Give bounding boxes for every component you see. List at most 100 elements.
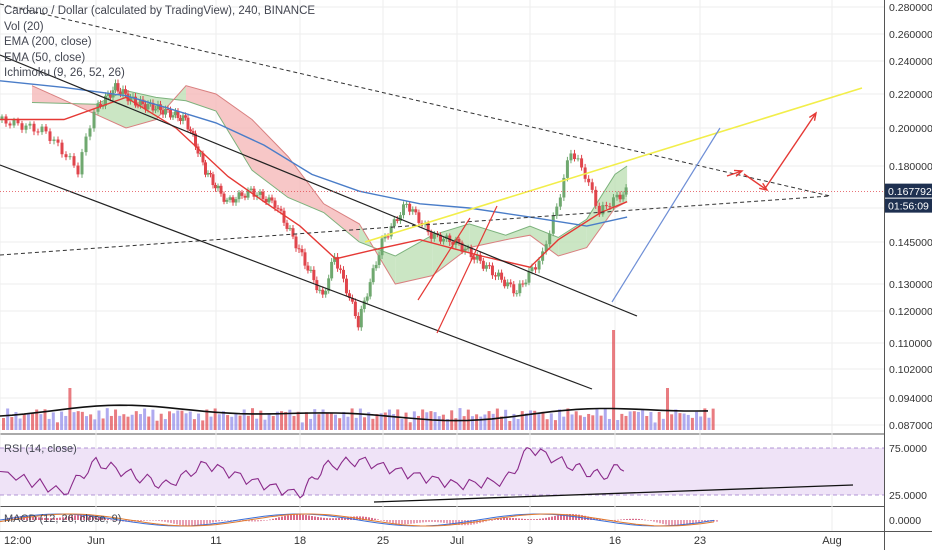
candle-body xyxy=(615,194,619,198)
candle-body xyxy=(243,195,247,198)
legend-ichimoku[interactable]: Ichimoku (9, 26, 52, 26) xyxy=(4,67,125,79)
candle-body xyxy=(569,153,573,161)
macd-histogram-bar xyxy=(362,516,364,520)
volume-bar xyxy=(122,414,126,430)
volume-bar xyxy=(275,411,279,430)
candle-body xyxy=(342,269,345,279)
macd-histogram-bar xyxy=(677,520,679,526)
macd-histogram-bar xyxy=(623,519,625,520)
macd-histogram-bar xyxy=(341,517,343,520)
candle-body xyxy=(551,215,555,234)
macd-histogram-bar xyxy=(446,520,448,524)
ema50-line xyxy=(0,96,628,268)
candle-body xyxy=(481,260,485,269)
macd-histogram-bar xyxy=(485,520,487,522)
candle-body xyxy=(509,282,513,285)
macd-histogram-bar xyxy=(116,520,118,521)
candle-body xyxy=(362,300,366,309)
macd-histogram-bar xyxy=(173,520,175,524)
volume-bar xyxy=(475,414,479,430)
candle-body xyxy=(201,153,205,163)
legend-ema200[interactable]: EMA (200, close) xyxy=(4,36,92,48)
macd-histogram-bar xyxy=(305,515,307,520)
macd-histogram-bar xyxy=(335,518,337,520)
candle-body xyxy=(544,244,548,252)
candle-body xyxy=(490,265,494,276)
candle-body xyxy=(303,252,307,266)
volume-bar xyxy=(221,411,225,430)
volume-bar xyxy=(10,417,14,430)
candle-body xyxy=(32,123,36,132)
volume-bar xyxy=(85,416,88,430)
volume-bar xyxy=(674,409,678,430)
candle-body xyxy=(169,109,172,118)
volume-bar xyxy=(392,414,396,430)
macd-histogram-bar xyxy=(665,520,667,525)
candle-body xyxy=(442,238,446,242)
red-projection-line xyxy=(417,217,471,301)
legend-ema50[interactable]: EMA (50, close) xyxy=(4,51,86,64)
macd-histogram-bar xyxy=(629,518,631,520)
volume-bar xyxy=(217,414,221,430)
macd-histogram-bar xyxy=(26,516,28,520)
projection-arrow-breakout xyxy=(763,112,817,191)
candle-body xyxy=(84,136,88,153)
ema200-line xyxy=(0,80,628,227)
candle-body xyxy=(330,261,334,279)
macd-histogram-bar xyxy=(647,520,649,521)
volume-bar xyxy=(251,408,254,430)
volume-bar xyxy=(425,412,429,430)
candle-body xyxy=(460,242,464,252)
rsi-label[interactable]: RSI (14, close) xyxy=(4,443,77,455)
candle-body xyxy=(463,248,467,252)
candle-body xyxy=(386,236,390,238)
macd-histogram-bar xyxy=(167,520,169,523)
volume-bar xyxy=(686,414,690,430)
macd-histogram-bar xyxy=(716,520,718,522)
macd-histogram-bar xyxy=(113,520,115,521)
macd-histogram-bar xyxy=(491,519,493,521)
macd-histogram-bar xyxy=(326,518,328,520)
candle-body xyxy=(273,200,277,208)
volume-bar xyxy=(197,413,201,430)
countdown-badge xyxy=(885,198,932,213)
volume-bar xyxy=(209,416,213,430)
volume-bar xyxy=(363,417,367,430)
volume-bar xyxy=(570,414,574,430)
candle-body xyxy=(383,236,387,239)
volume-bar xyxy=(483,414,487,430)
candle-body xyxy=(136,105,140,107)
candle-body xyxy=(506,282,510,287)
channel-upper-line xyxy=(0,54,638,317)
macd-histogram-bar xyxy=(29,516,31,520)
candle-body xyxy=(126,93,130,102)
volume-bar xyxy=(304,412,308,430)
macd-line xyxy=(0,513,715,527)
macd-histogram-bar xyxy=(191,520,193,526)
volume-bar xyxy=(43,409,47,430)
candle-body xyxy=(576,158,580,160)
macd-histogram-bar xyxy=(683,520,685,526)
legend-vol[interactable]: Vol (20) xyxy=(4,20,44,33)
macd-histogram-bar xyxy=(497,518,499,520)
volume-bar xyxy=(284,412,288,430)
macd-histogram-bar xyxy=(632,518,634,520)
ichimoku-cloud-segment xyxy=(558,219,587,256)
volume-bar xyxy=(433,412,437,430)
candle-body xyxy=(365,296,369,301)
blue-trendline xyxy=(611,127,721,303)
macd-histogram-bar xyxy=(434,520,436,522)
macd-signal-line xyxy=(0,513,715,527)
macd-histogram-bar xyxy=(635,518,637,520)
candle-body xyxy=(40,126,44,133)
candle-body xyxy=(469,247,473,258)
candle-body xyxy=(159,104,162,111)
volume-ma-line xyxy=(0,404,709,422)
macd-histogram-bar xyxy=(392,520,394,524)
volume-bar xyxy=(259,410,263,430)
macd-histogram-bar xyxy=(290,514,292,520)
volume-bar xyxy=(541,411,545,430)
macd-label[interactable]: MACD (12, 26, close, 9) xyxy=(4,513,122,525)
candle-body xyxy=(353,301,357,317)
candle-body xyxy=(124,89,127,94)
